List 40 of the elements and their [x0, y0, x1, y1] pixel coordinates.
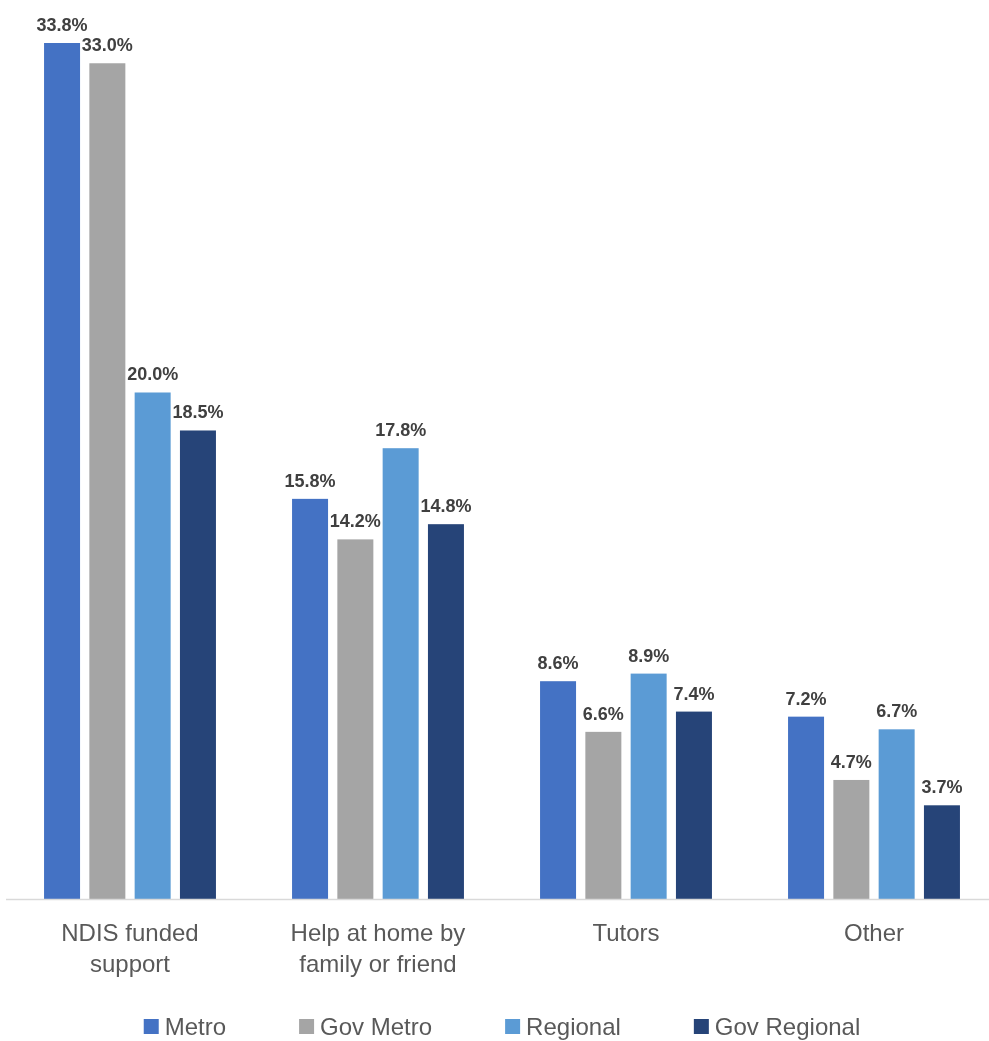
x-tick-label: Help at home by family or friend: [290, 919, 466, 977]
bar: [382, 448, 419, 899]
data-label: 18.5%: [172, 402, 224, 423]
x-tick-label: Tutors: [592, 919, 660, 946]
legend-label: Regional: [526, 1013, 621, 1040]
bar: [585, 731, 622, 899]
bar: [923, 805, 960, 899]
data-label: 20.0%: [127, 364, 179, 385]
data-label: 7.4%: [673, 683, 715, 704]
data-label: 7.2%: [785, 688, 827, 709]
data-label: 4.7%: [830, 751, 872, 772]
data-label: 33.8%: [36, 15, 88, 35]
bar: [878, 729, 915, 899]
legend-label: Gov Regional: [714, 1013, 861, 1040]
data-label: 6.6%: [582, 703, 624, 724]
data-label: 14.8%: [420, 496, 472, 517]
bar: [540, 681, 577, 899]
legend-label: Gov Metro: [320, 1013, 433, 1040]
bar: [833, 779, 870, 899]
data-label: 8.9%: [628, 645, 670, 666]
bar: [44, 43, 81, 899]
data-label: 17.8%: [375, 420, 427, 441]
bar: [788, 716, 825, 899]
data-label: 33.0%: [81, 35, 133, 56]
bar: [179, 430, 216, 899]
x-tick-label: NDIS funded support: [61, 919, 199, 977]
data-label: 3.7%: [921, 777, 963, 798]
bar: [134, 392, 171, 899]
bar: [337, 539, 374, 899]
x-tick-label: Other: [843, 919, 905, 946]
bar: [675, 711, 712, 899]
bar: [427, 524, 464, 899]
legend-label: Metro: [164, 1013, 227, 1040]
data-label: 6.7%: [876, 701, 918, 722]
data-label: 8.6%: [537, 653, 579, 674]
data-label: 15.8%: [284, 470, 336, 491]
bar: [292, 498, 329, 899]
data-label: 14.2%: [329, 511, 381, 532]
bar: [89, 63, 126, 899]
bar: [630, 673, 667, 899]
